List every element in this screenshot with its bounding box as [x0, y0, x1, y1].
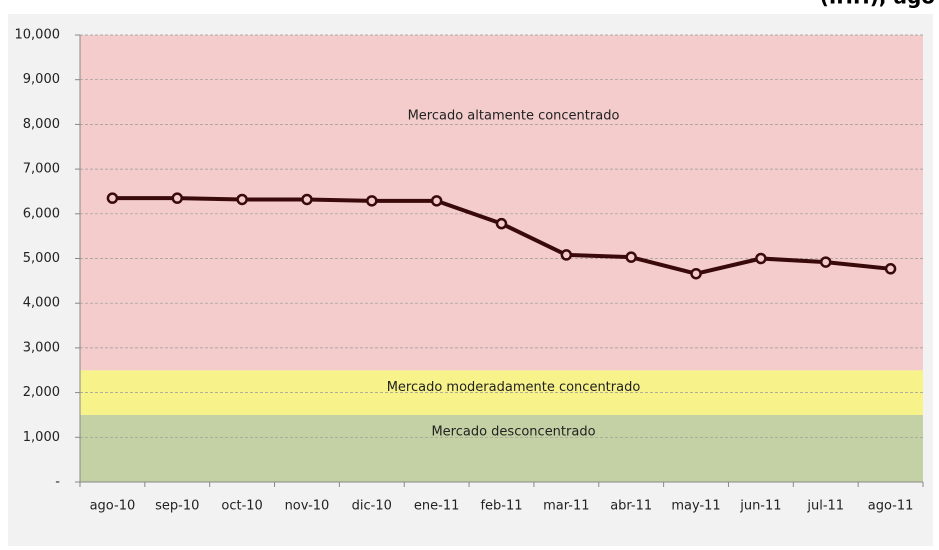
- data-point: [366, 195, 378, 207]
- x-tick-label: ago-11: [868, 499, 914, 514]
- data-point: [171, 192, 184, 204]
- x-tick-label: ago-10: [90, 499, 136, 514]
- x-tick-label: dic-10: [352, 499, 392, 514]
- x-tick-label: may-11: [671, 499, 720, 514]
- y-tick-label: 6,000: [23, 206, 60, 221]
- y-tick-label: 2,000: [23, 385, 60, 400]
- band: [80, 35, 923, 371]
- band-label: Mercado moderadamente concentrado: [387, 380, 641, 395]
- y-tick-label: 3,000: [23, 340, 60, 355]
- x-tick-label: jun-11: [739, 499, 781, 514]
- data-point: [625, 251, 637, 263]
- data-point: [430, 195, 443, 207]
- data-point: [819, 256, 832, 268]
- chart-title: (IHH), ago: [820, 0, 935, 9]
- data-point: [755, 252, 767, 265]
- x-tick-label: ene-11: [414, 499, 459, 514]
- data-point: [236, 193, 248, 206]
- x-tick-label: oct-10: [221, 499, 262, 514]
- data-point: [301, 193, 313, 206]
- y-tick-label: 10,000: [15, 28, 61, 43]
- band-label: Mercado altamente concentrado: [408, 109, 620, 124]
- y-tick-label: -: [55, 475, 60, 490]
- data-point: [106, 192, 119, 204]
- x-tick-label: mar-11: [543, 499, 589, 514]
- y-tick-label: 7,000: [23, 162, 60, 177]
- y-tick-label: 5,000: [23, 251, 60, 266]
- y-tick-label: 4,000: [23, 296, 60, 311]
- x-tick-label: nov-10: [285, 499, 330, 514]
- y-tick-label: 9,000: [23, 72, 60, 87]
- data-point: [560, 249, 573, 261]
- x-tick-label: feb-11: [480, 499, 522, 514]
- band-label: Mercado desconcentrado: [431, 424, 595, 439]
- y-tick-label: 8,000: [23, 117, 60, 132]
- x-tick-label: abr-11: [610, 499, 652, 514]
- x-tick-label: sep-10: [155, 499, 199, 514]
- data-point: [884, 263, 897, 275]
- x-tick-label: jul-11: [806, 499, 844, 514]
- band: [80, 414, 923, 482]
- data-point: [690, 267, 702, 280]
- data-point: [495, 217, 508, 230]
- y-tick-label: 1,000: [23, 430, 60, 445]
